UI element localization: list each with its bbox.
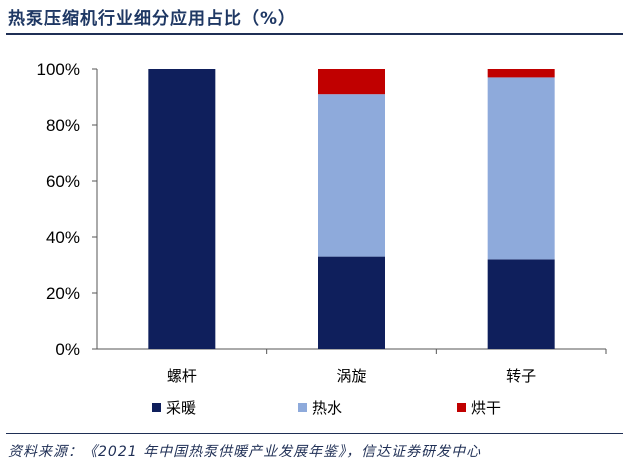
y-tick-label: 80% — [46, 116, 80, 135]
bar-segment — [318, 69, 385, 95]
title-divider — [6, 33, 623, 35]
legend-swatch — [152, 403, 161, 412]
legend-swatch — [457, 403, 466, 412]
x-tick-label: 螺杆 — [167, 367, 197, 385]
y-tick-label: 20% — [46, 284, 80, 303]
bar-segment — [487, 69, 555, 78]
y-tick-label: 40% — [46, 228, 80, 247]
bar-segment — [318, 256, 385, 349]
source-divider — [6, 433, 623, 434]
legend-label: 采暖 — [166, 399, 196, 417]
x-tick-label: 涡旋 — [336, 367, 366, 385]
y-tick-label: 0% — [55, 340, 80, 359]
legend-label: 烘干 — [471, 399, 501, 417]
legend-label: 热水 — [312, 399, 342, 417]
y-tick-label: 60% — [46, 172, 80, 191]
chart-title: 热泵压缩机行业细分应用占比（%） — [8, 9, 297, 29]
bar-segment — [148, 69, 216, 349]
legend-swatch — [298, 403, 307, 412]
y-tick-label: 100% — [37, 60, 80, 79]
bar-segment — [318, 94, 385, 257]
bar-segment — [487, 259, 555, 349]
source-note: 资料来源：《2021 年中国热泵供暖产业发展年鉴》，信达证券研发中心 — [8, 444, 482, 460]
x-tick-label: 转子 — [506, 367, 536, 385]
bar-segment — [487, 77, 555, 260]
